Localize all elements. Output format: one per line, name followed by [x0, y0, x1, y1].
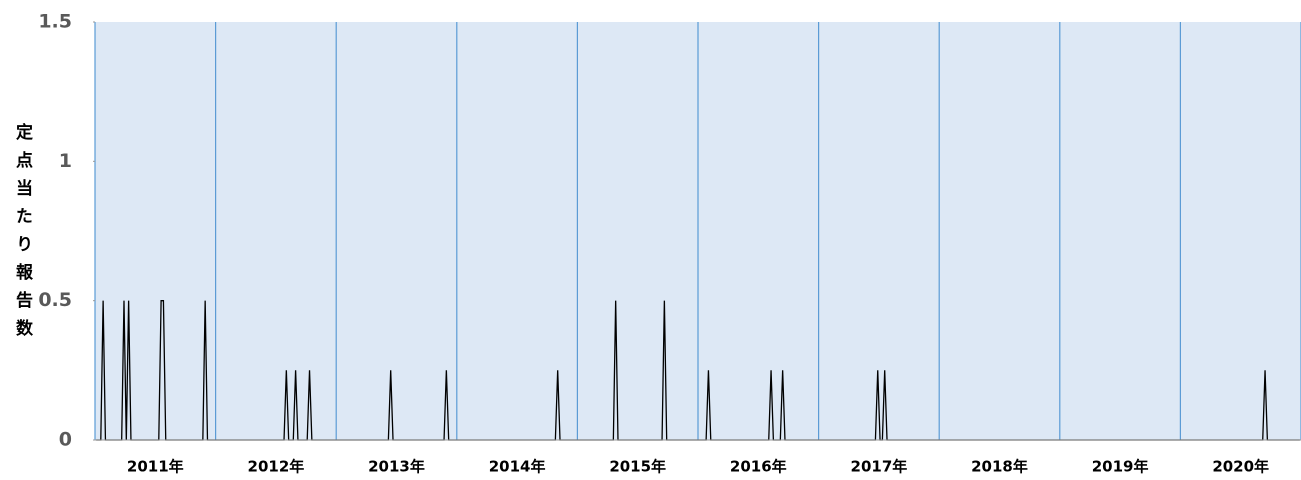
x-tick-label: 2015年	[609, 458, 666, 476]
x-tick-label: 2012年	[248, 458, 305, 476]
x-tick-label: 2016年	[730, 458, 787, 476]
x-tick-label: 2018年	[971, 458, 1028, 476]
x-tick-label: 2014年	[489, 458, 546, 476]
y-tick-label: 1	[59, 150, 72, 172]
x-tick-label: 2020年	[1212, 458, 1269, 476]
x-tick-label: 2017年	[851, 458, 908, 476]
y-tick-label: 0.5	[38, 289, 72, 311]
y-axis-label: 定点当たり報告数	[12, 122, 33, 347]
x-tick-label: 2011年	[127, 458, 184, 476]
y-tick-label: 1.5	[38, 11, 72, 33]
x-tick-label: 2019年	[1092, 458, 1149, 476]
x-tick-label: 2013年	[368, 458, 425, 476]
y-tick-label: 0	[59, 429, 72, 451]
